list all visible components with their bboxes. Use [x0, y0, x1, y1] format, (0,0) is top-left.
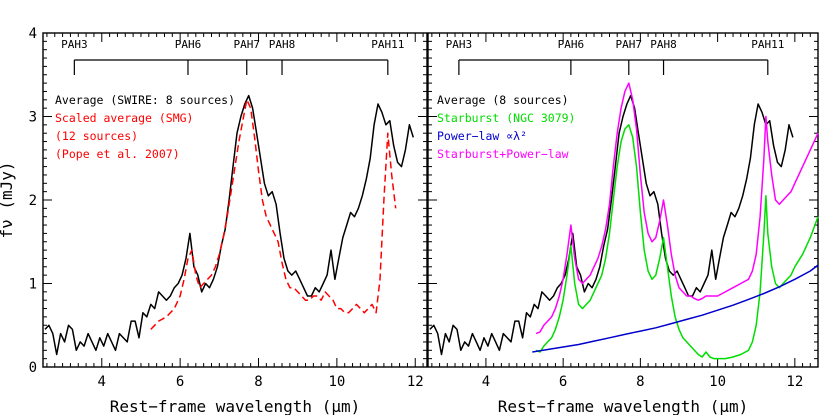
- y-tick-label: 3: [29, 110, 37, 126]
- pah-label-pah6: PAH6: [175, 38, 202, 51]
- x-tick-label: 4: [98, 374, 106, 390]
- pah-label-pah11: PAH11: [751, 38, 784, 51]
- pah-label-pah8: PAH8: [650, 38, 677, 51]
- series-line-1: [150, 99, 397, 330]
- series-line-1: [535, 124, 819, 360]
- y-tick-label: 1: [29, 277, 37, 293]
- legend-entry: (12 sources): [55, 129, 138, 143]
- series-line-2: [532, 264, 819, 353]
- legend-entry: Scaled average (SMG): [55, 111, 193, 125]
- plot-frame: [42, 32, 428, 368]
- pah-label-pah7: PAH7: [234, 38, 261, 51]
- x-tick-label: 8: [636, 374, 644, 390]
- legend-entry: Starburst+Power−law: [437, 147, 569, 161]
- y-axis-label: fν (mJy): [0, 161, 16, 238]
- x-tick-label: 6: [559, 374, 567, 390]
- right-panel: 4 6 8 10 12 Rest−frame wavelength (μm) PAH3 PAH…: [427, 32, 819, 415]
- pah-label-pah3: PAH3: [446, 38, 473, 51]
- x-axis-label: Rest−frame wavelength (μm): [498, 397, 748, 415]
- y-tick-label: 4: [29, 26, 37, 42]
- y-tick-label: 0: [29, 360, 37, 376]
- x-tick-label: 6: [176, 374, 184, 390]
- x-tick-label: 8: [254, 374, 262, 390]
- pah-label-pah11: PAH11: [371, 38, 404, 51]
- plot-frame: [427, 32, 819, 368]
- legend-entry: Power−law ∝λ²: [437, 129, 527, 143]
- x-axis-label: Rest−frame wavelength (μm): [110, 397, 360, 415]
- x-tick-label: 10: [709, 374, 726, 390]
- legend-entry: Average (SWIRE: 8 sources): [55, 93, 235, 107]
- x-tick-label: 12: [786, 374, 803, 390]
- x-tick-label: 4: [482, 374, 490, 390]
- x-tick-label: 12: [407, 374, 424, 390]
- legend-entry: Starburst (NGC 3079): [437, 111, 575, 125]
- pah-label-pah6: PAH6: [558, 38, 585, 51]
- series-line-3: [535, 82, 819, 335]
- pah-label-pah7: PAH7: [616, 38, 643, 51]
- legend-entry: Average (8 sources): [437, 93, 569, 107]
- y-tick-label: 2: [29, 193, 37, 209]
- x-tick-label: 10: [328, 374, 345, 390]
- legend-entry: (Pope et al. 2007): [55, 147, 180, 161]
- pah-label-pah8: PAH8: [269, 38, 296, 51]
- series-line-0: [429, 94, 794, 356]
- pah-label-pah3: PAH3: [61, 38, 88, 51]
